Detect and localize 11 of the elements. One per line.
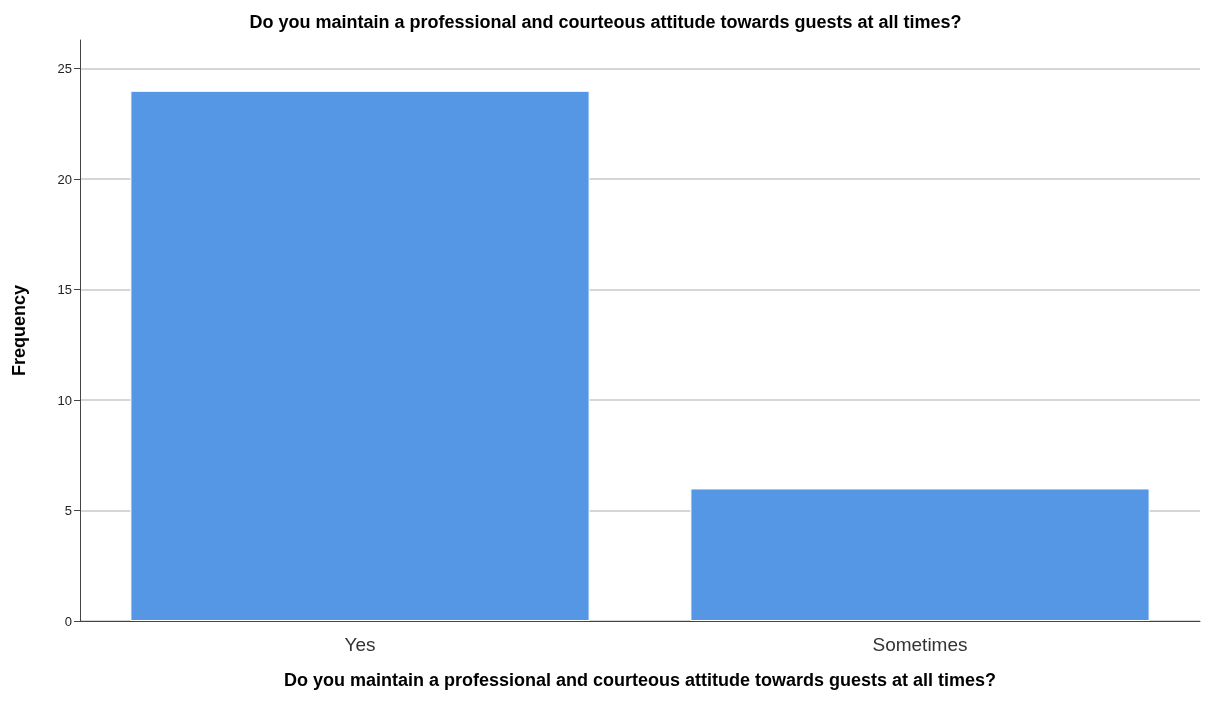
y-tick-label: 10 [57,392,72,408]
y-tick-label: 5 [64,503,72,519]
y-tick-label: 0 [64,613,72,629]
x-tick-label: Yes [344,634,376,655]
y-tick-label: 15 [57,282,72,298]
y-tick-label: 25 [57,61,72,77]
y-tick-label: 20 [57,171,72,187]
chart-title: Do you maintain a professional and courteous attitude towards guests at all times? [249,12,962,32]
y-axis-title: Frequency [9,284,29,377]
x-tick-label: Sometimes [872,634,968,655]
x-axis-title: Do you maintain a professional and courteous attitude towards guests at all times? [283,670,997,690]
